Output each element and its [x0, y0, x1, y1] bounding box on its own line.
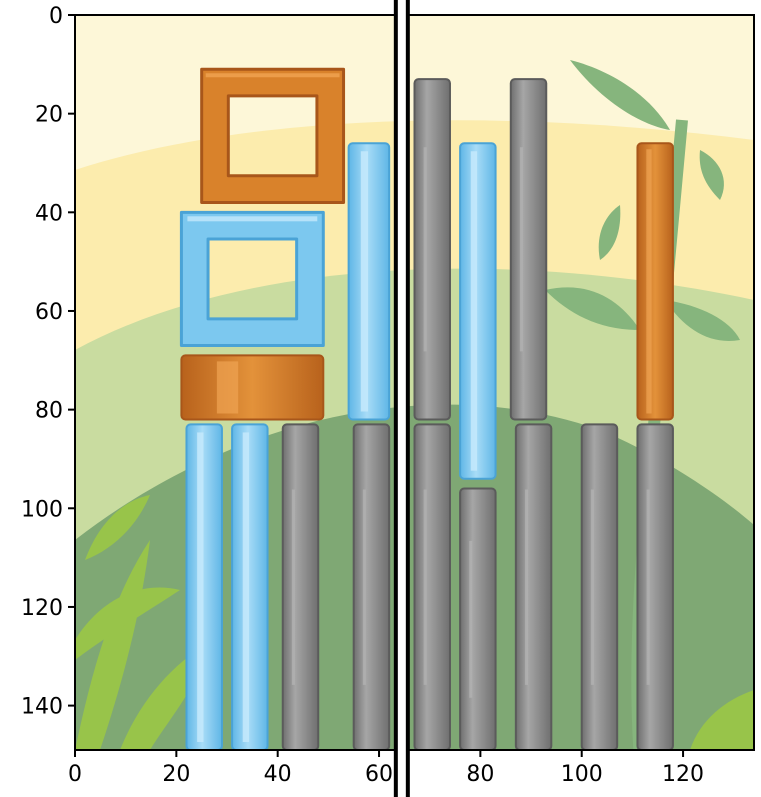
x-tick-label: 100: [561, 762, 603, 787]
plant-leaf: [545, 287, 640, 330]
stone-pillar-lower-1-body: [281, 423, 320, 750]
x-tick-label: 120: [662, 762, 704, 787]
plot-frame: [74, 14, 755, 751]
wood-bar-upper-shine: [646, 149, 652, 414]
foreground-leaf: [85, 495, 150, 560]
y-tick-label: 120: [21, 596, 63, 621]
ice-tall-bar-upper-body: [347, 142, 391, 421]
x-tick-label: 40: [264, 762, 292, 787]
y-tick-label: 20: [35, 103, 63, 128]
stone-pillar-upper-2: [509, 78, 548, 421]
ice-tall-bar-upper-shine: [360, 151, 369, 412]
wood-bar-upper: [636, 142, 674, 421]
ice-bar-lower-1-shine: [197, 432, 204, 742]
stone-pillar-lower-5: [514, 423, 553, 750]
stone-pillar-lower-2-body: [352, 423, 391, 750]
x-tick-label: 0: [68, 762, 82, 787]
ice-bar-mid: [459, 142, 497, 480]
plant-leaf: [598, 205, 621, 260]
structure-blocks: [179, 67, 674, 750]
stone-pillar-lower-6: [580, 423, 619, 750]
plant-leaf: [570, 60, 670, 130]
x-axis: 0 20 40 60 80 100 120: [68, 750, 704, 787]
x-tick-label: 80: [466, 762, 494, 787]
split-marker: [393, 0, 410, 797]
stone-pillar-lower-1: [281, 423, 320, 750]
ice-bar-lower-2: [231, 423, 269, 750]
wood-bar-upper-body: [636, 142, 674, 421]
wood-block-shine: [216, 361, 239, 414]
stone-pillar-upper-2-body: [509, 78, 548, 421]
ice-square-frame-shine: [187, 216, 318, 222]
y-tick-label: 140: [21, 695, 63, 720]
y-tick-label: 80: [35, 399, 63, 424]
ice-bar-lower-2-body: [231, 423, 269, 750]
stone-pillar-lower-2: [352, 423, 391, 750]
y-axis: 0 20 40 60 80 100 120 140: [21, 4, 75, 720]
wood-block: [180, 354, 325, 421]
foreground-leaf: [75, 587, 180, 660]
y-tick-label: 100: [21, 497, 63, 522]
stone-pillar-lower-6-body: [580, 423, 619, 750]
foreground-leaf: [690, 690, 754, 750]
stone-pillar-upper-1-body: [413, 78, 451, 421]
plant-leaf: [665, 300, 740, 341]
wood-square-frame: [200, 67, 346, 204]
stone-pillar-lower-3-body: [413, 423, 451, 750]
split-gap: [395, 0, 408, 797]
y-tick-label: 60: [35, 300, 63, 325]
stone-pillar-lower-7-body: [636, 423, 674, 750]
wood-block-body: [180, 354, 325, 421]
wood-square-frame-shine: [205, 73, 340, 78]
stone-pillar-lower-4: [459, 487, 497, 750]
x-tick-label: 60: [365, 762, 393, 787]
x-tick-label: 20: [162, 762, 190, 787]
ice-bar-lower-2-shine: [242, 432, 250, 742]
y-tick-label: 0: [49, 4, 63, 29]
stone-pillar-lower-4-body: [459, 487, 497, 750]
ice-bar-mid-shine: [470, 151, 478, 471]
ice-tall-bar-upper: [347, 142, 391, 421]
stone-pillar-lower-5-body: [514, 423, 553, 750]
ice-bar-mid-body: [459, 142, 497, 480]
ice-bar-lower-1: [185, 423, 223, 750]
stone-pillar-lower-3: [413, 423, 451, 750]
stone-pillar-upper-1: [413, 78, 451, 421]
plant-leaf: [699, 150, 724, 200]
ice-bar-lower-1-body: [185, 423, 223, 750]
wood-square-frame-body: [200, 67, 346, 204]
y-tick-label: 40: [35, 201, 63, 226]
ice-square-frame-body: [179, 210, 325, 348]
stone-pillar-lower-7: [636, 423, 674, 750]
ice-square-frame: [179, 210, 325, 348]
